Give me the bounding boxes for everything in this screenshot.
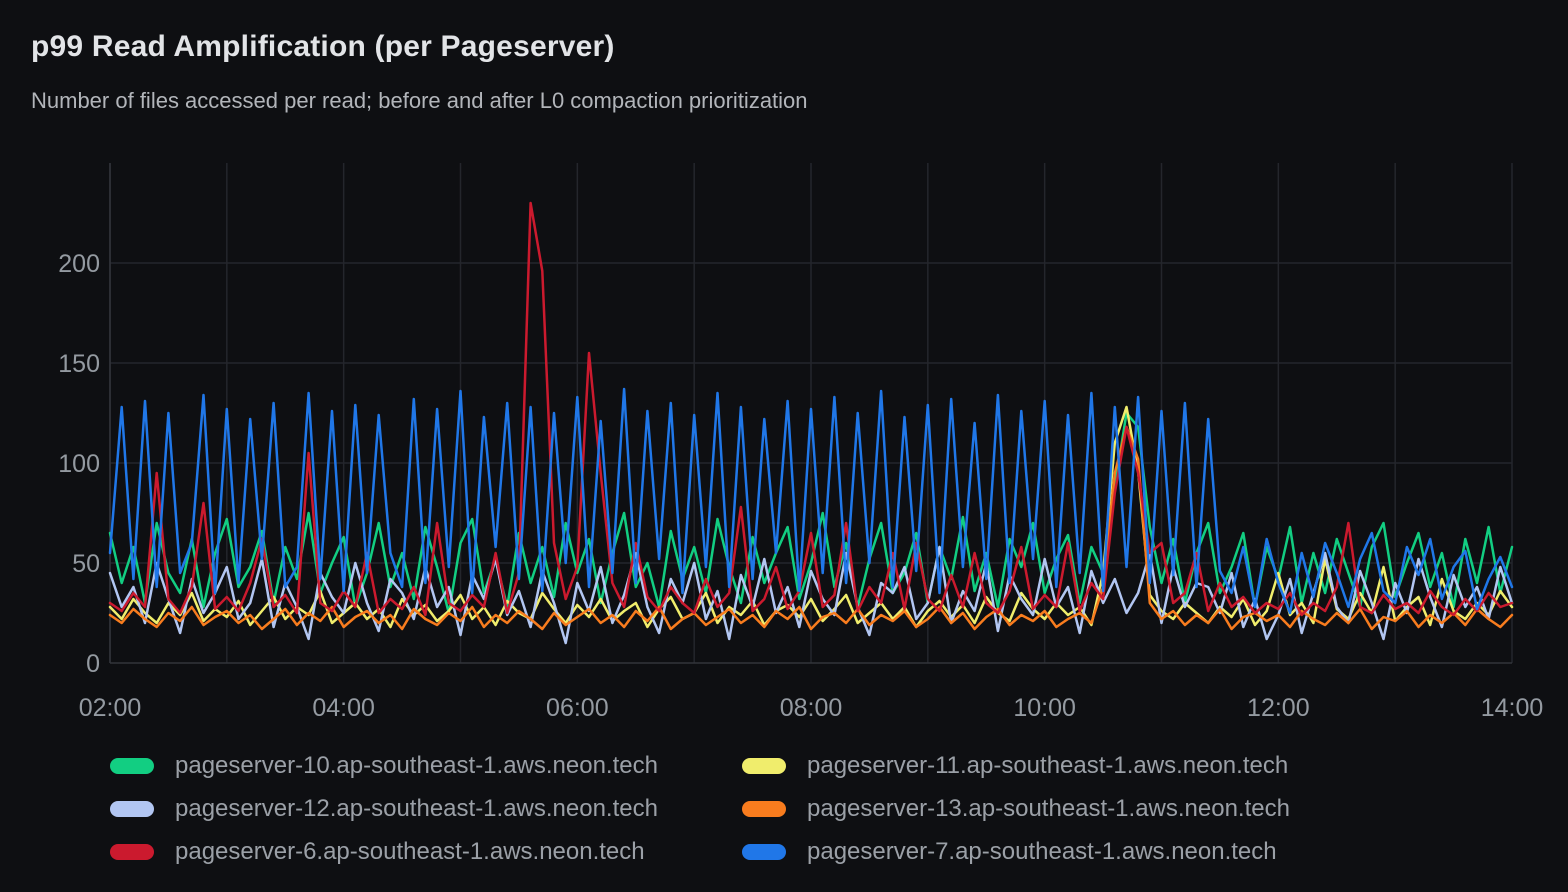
legend-swatch-pageserver-11 xyxy=(742,758,786,774)
legend-item-pageserver-11[interactable]: pageserver-11.ap-southeast-1.aws.neon.te… xyxy=(742,752,1290,780)
x-tick-label: 08:00 xyxy=(780,694,843,722)
chart-title: p99 Read Amplification (per Pageserver) xyxy=(31,30,615,63)
legend-label: pageserver-6.ap-southeast-1.aws.neon.tec… xyxy=(175,838,645,865)
legend-swatch-pageserver-6 xyxy=(110,844,154,860)
legend-item-pageserver-7[interactable]: pageserver-7.ap-southeast-1.aws.neon.tec… xyxy=(742,838,1290,866)
legend-label: pageserver-12.ap-southeast-1.aws.neon.te… xyxy=(175,795,658,822)
legend-swatch-pageserver-13 xyxy=(742,801,786,817)
legend: pageserver-10.ap-southeast-1.aws.neon.te… xyxy=(110,752,1290,866)
x-tick-label: 02:00 xyxy=(79,694,142,722)
legend-label: pageserver-7.ap-southeast-1.aws.neon.tec… xyxy=(807,838,1277,865)
y-tick-label: 100 xyxy=(58,450,100,478)
y-tick-label: 0 xyxy=(86,650,100,678)
legend-label: pageserver-10.ap-southeast-1.aws.neon.te… xyxy=(175,752,658,779)
legend-swatch-pageserver-12 xyxy=(110,801,154,817)
series-line-5[interactable] xyxy=(108,387,1514,615)
legend-item-pageserver-13[interactable]: pageserver-13.ap-southeast-1.aws.neon.te… xyxy=(742,795,1290,823)
series-line-3[interactable] xyxy=(108,425,1514,631)
chart-subtitle: Number of files accessed per read; befor… xyxy=(31,88,808,113)
legend-swatch-pageserver-10 xyxy=(110,758,154,774)
x-tick-label: 14:00 xyxy=(1481,694,1544,722)
time-series-plot[interactable]: 0 50 100 150 200 02:00 04:00 06:00 08:00 10:00 12:… xyxy=(0,0,1568,730)
y-tick-label: 50 xyxy=(72,550,100,578)
x-tick-label: 04:00 xyxy=(312,694,375,722)
x-tick-label: 06:00 xyxy=(546,694,609,722)
x-tick-label: 12:00 xyxy=(1247,694,1310,722)
legend-label: pageserver-13.ap-southeast-1.aws.neon.te… xyxy=(807,795,1290,822)
legend-item-pageserver-12[interactable]: pageserver-12.ap-southeast-1.aws.neon.te… xyxy=(110,795,742,823)
legend-item-pageserver-10[interactable]: pageserver-10.ap-southeast-1.aws.neon.te… xyxy=(110,752,742,780)
x-tick-label: 10:00 xyxy=(1013,694,1076,722)
legend-label: pageserver-11.ap-southeast-1.aws.neon.te… xyxy=(807,752,1289,779)
y-tick-label: 200 xyxy=(58,250,100,278)
legend-item-pageserver-6[interactable]: pageserver-6.ap-southeast-1.aws.neon.tec… xyxy=(110,838,742,866)
legend-swatch-pageserver-7 xyxy=(742,844,786,860)
y-tick-label: 150 xyxy=(58,350,100,378)
